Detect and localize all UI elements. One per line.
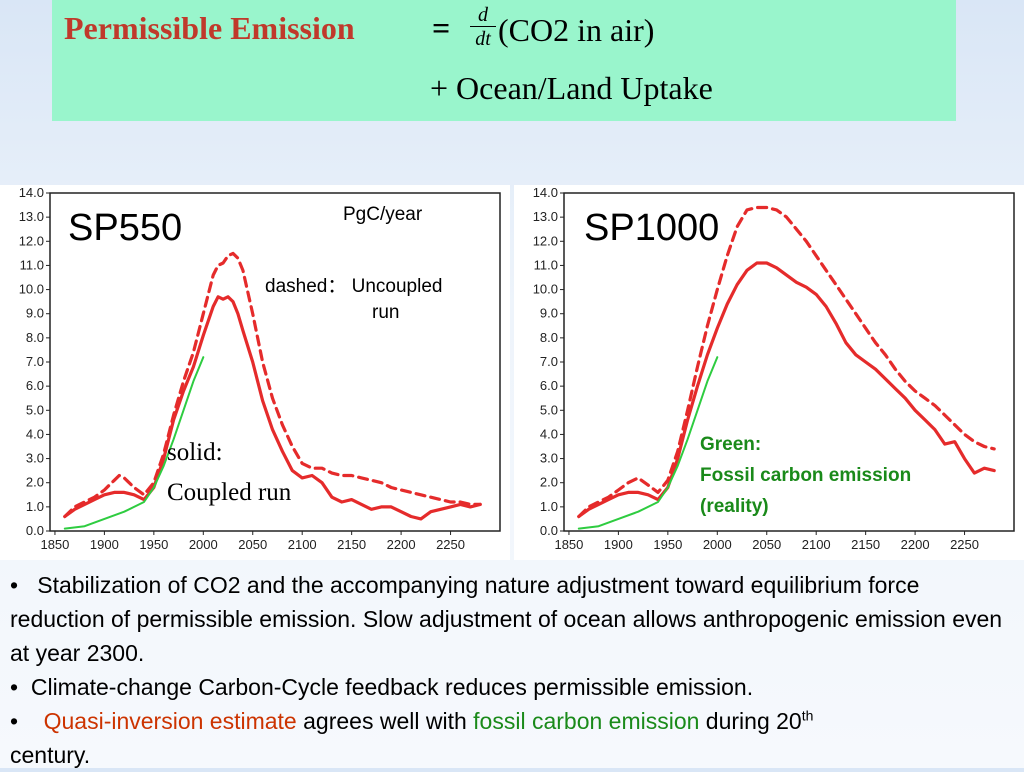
x-tick-label: 1950 xyxy=(653,537,682,552)
x-tick-label: 2200 xyxy=(387,537,416,552)
chart-title-sp550: SP550 xyxy=(68,207,183,249)
x-tick-label: 1850 xyxy=(40,537,69,552)
bullet-1: • Stabilization of CO2 and the accompany… xyxy=(10,568,1015,670)
uncoupled-run-line xyxy=(63,251,482,519)
x-tick-label: 2050 xyxy=(752,537,781,552)
plot-frame xyxy=(49,192,501,532)
y-tick-label: 11.0 xyxy=(20,257,44,272)
green-legend-label-fossil: Fossil carbon emission xyxy=(700,465,912,486)
y-tick-label: 10.0 xyxy=(533,282,558,297)
bullet-3-mark: • xyxy=(10,708,19,734)
dashed-legend-label: dashed： Uncoupled xyxy=(265,276,443,297)
y-tick-label: 11.0 xyxy=(534,257,558,272)
y-tick-label: 12.0 xyxy=(533,233,558,248)
y-tick-label: 2.0 xyxy=(26,475,44,490)
bullet-2: • Climate-change Carbon-Cycle feedback r… xyxy=(10,670,1015,704)
y-tick-label: 12.0 xyxy=(19,233,44,248)
x-tick-label: 2100 xyxy=(288,537,317,552)
y-tick-label: 13.0 xyxy=(19,209,44,224)
bullet-2-text: Climate-change Carbon-Cycle feedback red… xyxy=(30,674,754,700)
x-tick-label: 1950 xyxy=(139,537,168,552)
y-tick-label: 5.0 xyxy=(540,402,558,417)
y-tick-label: 3.0 xyxy=(26,451,44,466)
y-tick-label: 9.0 xyxy=(540,306,558,321)
y-tick-label: 4.0 xyxy=(540,426,558,441)
x-tick-label: 2200 xyxy=(901,537,930,552)
fossil-emission-line xyxy=(63,356,205,530)
x-tick-label: 2050 xyxy=(238,537,267,552)
derivative-operator: d dt xyxy=(470,4,496,51)
bullet-3-mid: agrees well with xyxy=(296,708,474,734)
x-tick-label: 2100 xyxy=(802,537,831,552)
title-equals: = xyxy=(432,10,451,46)
y-tick-label: 6.0 xyxy=(540,378,558,393)
chart-title-sp1000: SP1000 xyxy=(584,207,720,249)
uncoupled-run-line xyxy=(577,205,996,519)
y-tick-label: 0.0 xyxy=(540,523,558,538)
bullet-list: • Stabilization of CO2 and the accompany… xyxy=(10,568,1015,772)
y-tick-label: 1.0 xyxy=(26,499,44,514)
y-tick-label: 9.0 xyxy=(26,306,44,321)
bullet-1-text: Stabilization of CO2 and the accompanyin… xyxy=(10,572,1003,666)
chart-sp550-plot: 0.0 1.0 2.0 3.0 4.0 5.0 6.0 7.0 8.0 9.0 10.0 11.0 12… xyxy=(19,185,501,552)
y-tick-label: 5.0 xyxy=(26,402,44,417)
bullet-2-mark: • xyxy=(10,674,19,700)
x-tick-label: 2000 xyxy=(189,537,218,552)
x-tick-label: 2150 xyxy=(851,537,880,552)
unit-label: PgC/year xyxy=(343,204,423,225)
x-tick-label: 2250 xyxy=(436,537,465,552)
bullet-3: • Quasi-inversion estimate agrees well w… xyxy=(10,704,1015,772)
solid-legend-label: solid: xyxy=(167,439,223,466)
x-tick-label: 1850 xyxy=(554,537,583,552)
x-tick-label: 1900 xyxy=(604,537,633,552)
y-tick-label: 8.0 xyxy=(26,330,44,345)
y-tick-label: 14.0 xyxy=(19,185,44,200)
green-legend-label-reality: (reality) xyxy=(700,496,769,517)
chart-sp1000-plot: 0.0 1.0 2.0 3.0 4.0 5.0 6.0 7.0 8.0 9.0 10.0 11.0 12… xyxy=(533,185,1015,552)
bullet-1-mark: • xyxy=(10,572,19,598)
x-tick-label: 2250 xyxy=(950,537,979,552)
solid-legend-label-coupled: Coupled run xyxy=(167,479,292,506)
title-box: Permissible Emission = d dt (CO2 in air)… xyxy=(52,0,956,121)
dashed-legend-label-run: run xyxy=(372,302,400,323)
title-rhs-co2: (CO2 in air) xyxy=(498,12,655,48)
y-tick-label: 0.0 xyxy=(26,523,44,538)
y-tick-label: 6.0 xyxy=(26,378,44,393)
bullet-3-end: century. xyxy=(10,742,91,768)
derivative-numerator: d xyxy=(470,4,496,27)
bullet-3-red: Quasi-inversion estimate xyxy=(43,708,297,734)
y-tick-label: 8.0 xyxy=(540,330,558,345)
y-tick-label: 14.0 xyxy=(533,185,558,200)
chart-sp1000: 0.0 1.0 2.0 3.0 4.0 5.0 6.0 7.0 8.0 9.0 10.0 11.0 12… xyxy=(514,185,1024,560)
bullet-3-sup: th xyxy=(801,707,814,724)
y-tick-label: 7.0 xyxy=(26,354,44,369)
x-tick-label: 2000 xyxy=(703,537,732,552)
y-tick-label: 2.0 xyxy=(540,475,558,490)
x-tick-label: 2150 xyxy=(337,537,366,552)
y-tick-label: 3.0 xyxy=(540,451,558,466)
x-tick-label: 1900 xyxy=(90,537,119,552)
green-legend-label: Green: xyxy=(700,434,762,455)
y-tick-label: 1.0 xyxy=(540,499,558,514)
bullet-3-tail: during 20 xyxy=(699,708,802,734)
y-tick-label: 4.0 xyxy=(26,426,44,441)
bullet-3-green: fossil carbon emission xyxy=(473,708,700,734)
coupled-run-line xyxy=(577,261,996,519)
y-tick-label: 10.0 xyxy=(19,282,44,297)
chart-sp550: 0.0 1.0 2.0 3.0 4.0 5.0 6.0 7.0 8.0 9.0 10.0 11.0 12… xyxy=(0,185,510,560)
y-tick-label: 13.0 xyxy=(533,209,558,224)
coupled-run-line xyxy=(63,295,482,521)
title-term: Permissible Emission xyxy=(64,10,355,46)
y-tick-label: 7.0 xyxy=(540,354,558,369)
fossil-emission-line xyxy=(577,356,719,530)
title-rhs-uptake: + Ocean/Land Uptake xyxy=(430,70,713,106)
derivative-denominator: dt xyxy=(475,28,491,50)
